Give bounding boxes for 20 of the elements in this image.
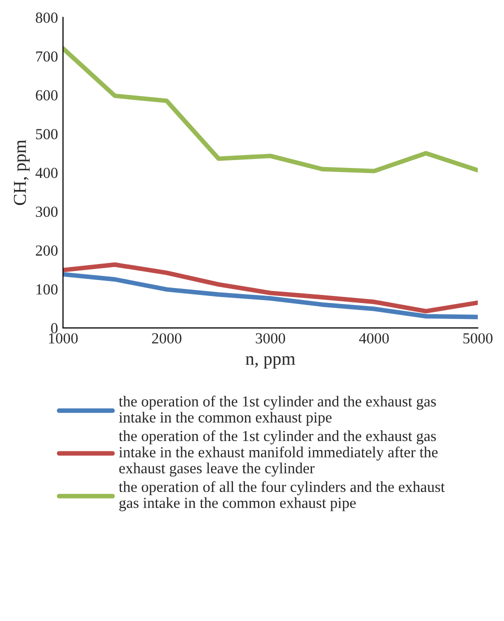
- x-tick-label: 1000: [49, 333, 78, 344]
- legend-label: the operation of all the four cylinders and the exhaust gas intake in the common exhaust pipe: [118, 481, 445, 512]
- y-tick-label: 300: [36, 206, 58, 217]
- y-axis-title: CH, ppm: [14, 140, 30, 205]
- y-tick-label: 200: [36, 245, 58, 256]
- line-series: [63, 46, 478, 174]
- y-tick-label: 0: [51, 323, 58, 334]
- x-axis-title: n, ppm: [246, 356, 296, 369]
- line-series: [63, 272, 478, 320]
- y-tick-label: 400: [36, 168, 58, 178]
- x-tick-label: 5000: [463, 333, 492, 344]
- y-tick-label: 500: [36, 128, 58, 140]
- y-tick-label: 800: [36, 12, 58, 23]
- line-series: [63, 262, 478, 314]
- x-tick-label: 4000: [359, 333, 389, 344]
- x-tick-label: 3000: [256, 333, 286, 344]
- y-tick-label: 100: [36, 284, 58, 295]
- x-tick-label: 2000: [152, 333, 182, 344]
- y-tick-label: 700: [36, 51, 58, 62]
- y-tick-label: 600: [36, 90, 58, 100]
